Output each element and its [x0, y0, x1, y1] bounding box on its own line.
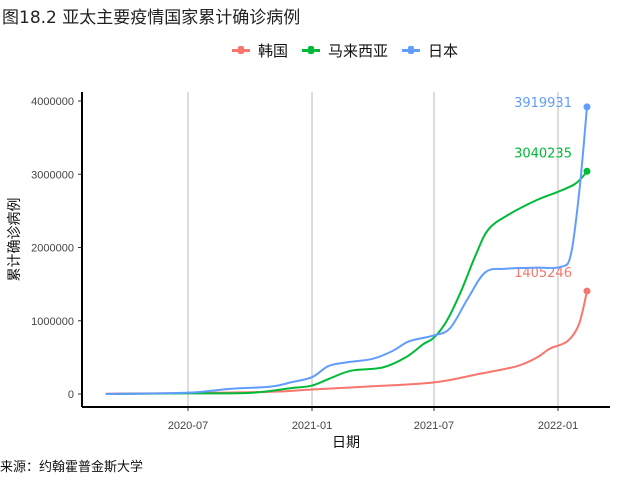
y-tick-label: 3000000 [31, 169, 74, 181]
chart-title: 图18.2 亚太主要疫情国家累计确诊病例 [2, 8, 301, 28]
source-note: 来源：约翰霍普金斯大学 [0, 460, 144, 475]
x-tick-label: 2021-01 [292, 420, 332, 432]
y-tick-label: 2000000 [31, 243, 74, 255]
end-label-2: 3919931 [514, 96, 572, 111]
x-tick-label: 2020-07 [168, 420, 208, 432]
end-point-1 [583, 167, 591, 175]
legend-label: 马来西亚 [328, 42, 389, 60]
x-tick-label: 2022-01 [538, 420, 578, 432]
legend-key-malaysia [302, 46, 321, 54]
series-line-0 [105, 290, 588, 395]
legend-item-japan: 日本 [402, 40, 458, 61]
y-tick-label: 1000000 [31, 316, 74, 328]
y-tick-label: 0 [68, 389, 74, 401]
y-axis-label: 累计确诊病例 [7, 198, 23, 282]
x-axis-label: 日期 [332, 435, 360, 451]
legend-key-korea [232, 46, 250, 54]
end-point-0 [583, 287, 591, 295]
series-line-1 [105, 170, 588, 395]
legend-item-malaysia: 马来西亚 [302, 40, 388, 61]
legend: 韩国 马来西亚 日本 [232, 40, 458, 61]
legend-label: 日本 [428, 42, 459, 60]
series-line-2 [105, 106, 588, 395]
legend-item-korea: 韩国 [232, 40, 288, 61]
end-label-1: 3040235 [514, 146, 572, 161]
x-tick-label: 2021-07 [414, 420, 454, 432]
legend-label: 韩国 [258, 42, 289, 60]
end-label-0: 1405246 [514, 266, 572, 281]
legend-key-japan [402, 46, 421, 54]
y-tick-label: 4000000 [31, 96, 74, 108]
end-point-2 [583, 103, 591, 111]
